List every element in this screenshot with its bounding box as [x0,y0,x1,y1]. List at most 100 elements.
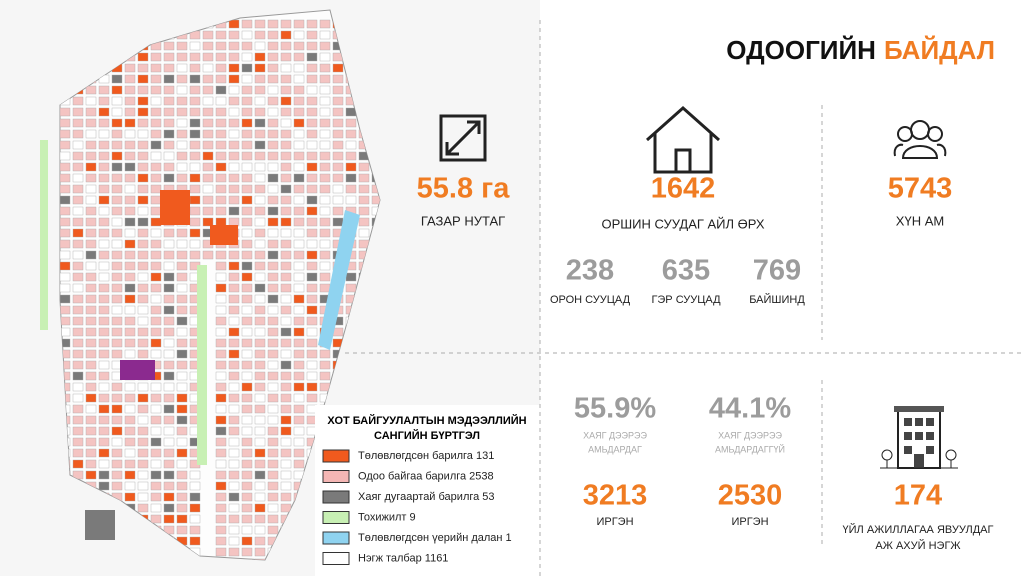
map-block [137,327,149,337]
map-block [306,162,318,172]
map-block [254,129,266,139]
map-block [72,437,84,447]
map-block [98,118,110,128]
map-block [85,448,97,458]
map-block [137,195,149,205]
house-icon [646,105,720,174]
map-block [215,492,227,502]
map-block [215,63,227,73]
map-block [137,382,149,392]
map-block [202,52,214,62]
map-block [306,63,318,73]
map-block [98,217,110,227]
map-block [215,41,227,51]
map-block [293,41,305,51]
map-block [319,63,331,73]
map-block [228,536,240,546]
map-block [60,305,71,315]
title-accent: БАЙДАЛ [884,35,995,65]
map-block [267,217,279,227]
map-block [215,129,227,139]
map-block [72,206,84,216]
map-block [163,503,175,513]
map-block [280,151,292,161]
map-block [267,85,279,95]
map-block [137,492,149,502]
map-block [215,404,227,414]
map-block [72,393,84,403]
map-block [85,393,97,403]
map-block [215,30,227,40]
map-block [215,283,227,293]
map-block [72,459,84,469]
map-block [267,393,279,403]
map-block [267,327,279,337]
map-block [319,74,331,84]
map-block [319,272,331,282]
map-block [202,217,214,227]
map-block [241,448,253,458]
map-block [254,63,266,73]
map-block [254,338,266,348]
map-block [254,30,266,40]
map-block [137,162,149,172]
map-block [215,184,227,194]
map-block [280,217,292,227]
map-block [267,448,279,458]
map-block [72,151,84,161]
map-block [254,283,266,293]
map-block [98,173,110,183]
map-block [241,195,253,205]
map-block [150,415,162,425]
map-block [293,305,305,315]
map-block [111,316,123,326]
map-block [228,63,240,73]
map-block [241,492,253,502]
map-block [293,371,305,381]
map-block [254,404,266,414]
map-block [228,118,240,128]
map-block [60,173,71,183]
map-block [124,96,136,106]
map-block [228,52,240,62]
map-block [60,338,71,348]
map-block [85,107,97,117]
map-block [228,283,240,293]
map-block [228,349,240,359]
map-block [280,63,292,73]
map-block [137,217,149,227]
map-block [306,272,318,282]
map-block [254,250,266,260]
map-block [215,294,227,304]
map-block [163,404,175,414]
map-block [176,459,188,469]
stat-label: АЖ АХУЙ НЭГЖ [875,539,960,552]
count: 3213 [583,480,648,512]
map-block [345,151,357,161]
map-block [150,393,162,403]
map-block [319,283,331,293]
map-block [241,349,253,359]
map-block [293,316,305,326]
map-block [267,228,279,238]
map-block [254,74,266,84]
map-block [124,250,136,260]
map-block [111,261,123,271]
map-block [189,129,201,139]
map-block [215,382,227,392]
map-block [241,41,253,51]
count-label: ИРГЭН [731,516,768,528]
map-block [293,360,305,370]
map-block [124,85,136,95]
map-block [124,382,136,392]
map-block [306,129,318,139]
map-block [254,393,266,403]
percent: 44.1% [709,393,791,425]
map-block [254,41,266,51]
map-block [202,129,214,139]
map-block [176,294,188,304]
map-block [306,382,318,392]
map-block [345,140,357,150]
map-block [98,393,110,403]
